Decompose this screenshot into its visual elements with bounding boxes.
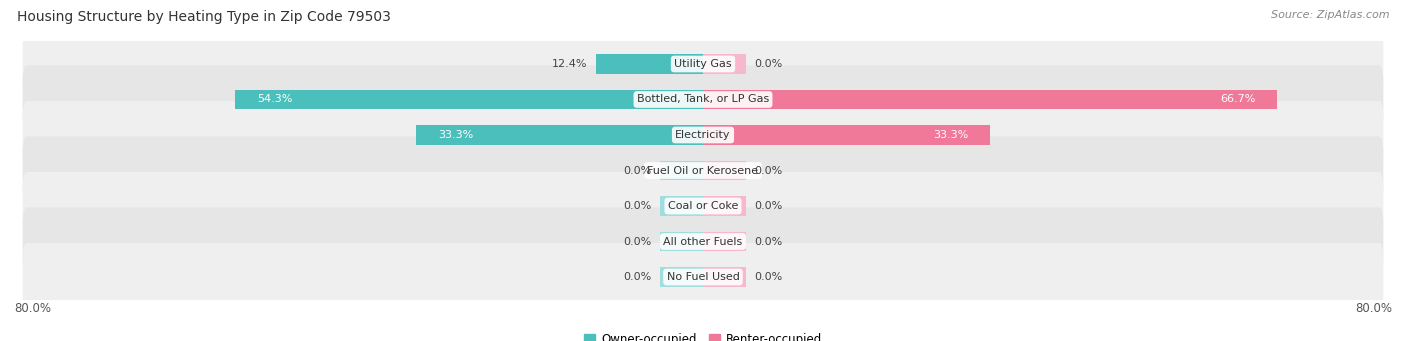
Text: 0.0%: 0.0% bbox=[623, 272, 651, 282]
Text: Bottled, Tank, or LP Gas: Bottled, Tank, or LP Gas bbox=[637, 94, 769, 104]
Text: 80.0%: 80.0% bbox=[1355, 302, 1392, 315]
Text: Fuel Oil or Kerosene: Fuel Oil or Kerosene bbox=[647, 165, 759, 176]
Text: 0.0%: 0.0% bbox=[755, 165, 783, 176]
Text: All other Fuels: All other Fuels bbox=[664, 237, 742, 247]
Text: 33.3%: 33.3% bbox=[934, 130, 969, 140]
FancyBboxPatch shape bbox=[22, 65, 1384, 134]
Bar bbox=[659, 232, 703, 251]
Text: 0.0%: 0.0% bbox=[755, 237, 783, 247]
Text: 33.3%: 33.3% bbox=[437, 130, 472, 140]
Text: 0.0%: 0.0% bbox=[623, 237, 651, 247]
Bar bbox=[703, 196, 747, 216]
FancyBboxPatch shape bbox=[22, 172, 1384, 240]
Bar bbox=[703, 125, 990, 145]
Bar bbox=[659, 267, 703, 287]
Text: Electricity: Electricity bbox=[675, 130, 731, 140]
Text: 80.0%: 80.0% bbox=[14, 302, 51, 315]
Text: 0.0%: 0.0% bbox=[623, 165, 651, 176]
Bar bbox=[703, 161, 747, 180]
Bar bbox=[416, 125, 703, 145]
Text: 0.0%: 0.0% bbox=[755, 272, 783, 282]
Text: 0.0%: 0.0% bbox=[623, 201, 651, 211]
Legend: Owner-occupied, Renter-occupied: Owner-occupied, Renter-occupied bbox=[579, 329, 827, 341]
Text: 12.4%: 12.4% bbox=[553, 59, 588, 69]
Bar bbox=[659, 196, 703, 216]
Text: 0.0%: 0.0% bbox=[755, 201, 783, 211]
Bar bbox=[703, 267, 747, 287]
Text: Source: ZipAtlas.com: Source: ZipAtlas.com bbox=[1271, 10, 1389, 20]
FancyBboxPatch shape bbox=[22, 101, 1384, 169]
Bar bbox=[596, 54, 703, 74]
Bar bbox=[659, 161, 703, 180]
Bar bbox=[235, 90, 703, 109]
Bar bbox=[703, 232, 747, 251]
Text: 0.0%: 0.0% bbox=[755, 59, 783, 69]
FancyBboxPatch shape bbox=[22, 30, 1384, 98]
Text: 66.7%: 66.7% bbox=[1220, 94, 1256, 104]
Text: Housing Structure by Heating Type in Zip Code 79503: Housing Structure by Heating Type in Zip… bbox=[17, 10, 391, 24]
FancyBboxPatch shape bbox=[22, 207, 1384, 276]
Text: No Fuel Used: No Fuel Used bbox=[666, 272, 740, 282]
Text: Coal or Coke: Coal or Coke bbox=[668, 201, 738, 211]
FancyBboxPatch shape bbox=[22, 136, 1384, 205]
Text: 54.3%: 54.3% bbox=[257, 94, 292, 104]
Text: Utility Gas: Utility Gas bbox=[675, 59, 731, 69]
Bar bbox=[703, 54, 747, 74]
FancyBboxPatch shape bbox=[22, 243, 1384, 311]
Bar bbox=[703, 90, 1278, 109]
